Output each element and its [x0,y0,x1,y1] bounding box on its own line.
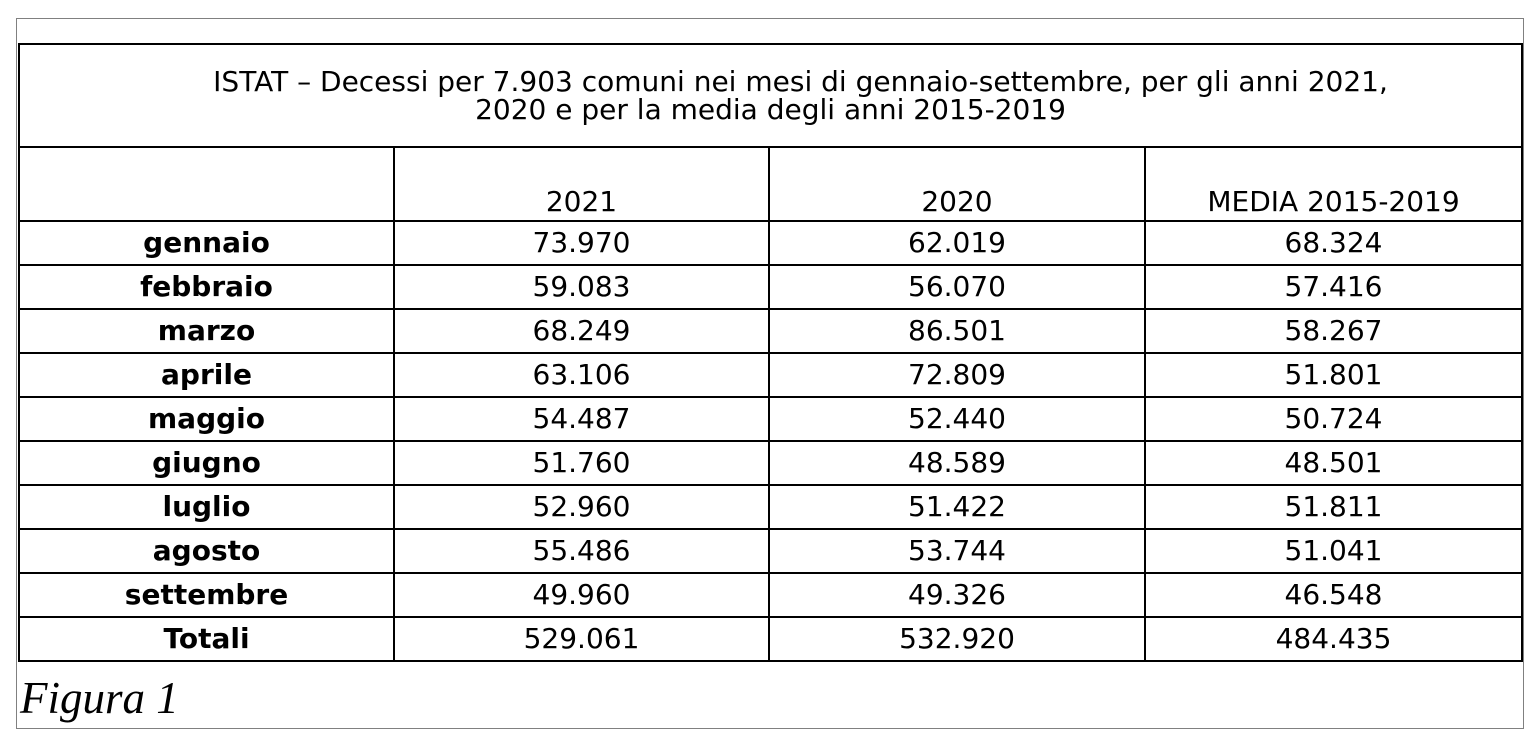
table-row: gennaio 73.970 62.019 68.324 [18,220,1524,266]
row-label: aprile [18,352,395,398]
table-row: giugno 51.760 48.589 48.501 [18,440,1524,486]
value-cell: 51.422 [768,484,1146,530]
row-label: giugno [18,440,395,486]
value-cell: 51.760 [393,440,770,486]
value-cell: 72.809 [768,352,1146,398]
row-label: luglio [18,484,395,530]
value-cell: 68.249 [393,308,770,354]
value-cell: 529.061 [393,616,770,662]
table-title-line-1: ISTAT – Decessi per 7.903 comuni nei mes… [213,64,1388,98]
document-frame [16,18,1524,729]
header-row: 2021 2020 MEDIA 2015-2019 [18,146,1524,222]
value-cell: 46.548 [1143,572,1524,618]
value-cell: 68.324 [1143,220,1524,266]
value-cell: 51.811 [1143,484,1524,530]
value-cell: 58.267 [1143,308,1524,354]
value-cell: 55.486 [393,528,770,574]
header-cell-2021: 2021 [393,146,770,222]
deaths-table: ISTAT – Decessi per 7.903 comuni nei mes… [17,43,1524,662]
table-title-line-2: 2020 e per la media degli anni 2015-2019 [475,92,1066,126]
value-cell: 49.960 [393,572,770,618]
value-cell: 532.920 [768,616,1146,662]
value-cell: 59.083 [393,264,770,310]
value-cell: 48.501 [1143,440,1524,486]
title-row: ISTAT – Decessi per 7.903 comuni nei mes… [17,43,1524,148]
value-cell: 49.326 [768,572,1146,618]
table-row: agosto 55.486 53.744 51.041 [18,528,1524,574]
value-cell: 52.960 [393,484,770,530]
row-label: febbraio [18,264,395,310]
figure-caption: Figura 1 [20,673,179,723]
value-cell: 51.801 [1143,352,1524,398]
value-cell: 54.487 [393,396,770,442]
value-cell: 48.589 [768,440,1146,486]
table-row: maggio 54.487 52.440 50.724 [18,396,1524,442]
value-cell: 53.744 [768,528,1146,574]
value-cell: 484.435 [1143,616,1524,662]
value-cell: 62.019 [768,220,1146,266]
table-row: Totali 529.061 532.920 484.435 [18,616,1524,662]
header-cell-empty [18,146,395,222]
value-cell: 51.041 [1143,528,1524,574]
header-cell-media: MEDIA 2015-2019 [1143,146,1524,222]
table-title: ISTAT – Decessi per 7.903 comuni nei mes… [17,43,1524,148]
row-label: gennaio [18,220,395,266]
row-label: agosto [18,528,395,574]
row-label: maggio [18,396,395,442]
header-cell-2020: 2020 [768,146,1146,222]
value-cell: 63.106 [393,352,770,398]
table-row: febbraio 59.083 56.070 57.416 [18,264,1524,310]
table-row: marzo 68.249 86.501 58.267 [18,308,1524,354]
value-cell: 57.416 [1143,264,1524,310]
value-cell: 86.501 [768,308,1146,354]
row-label: settembre [18,572,395,618]
value-cell: 50.724 [1143,396,1524,442]
row-label: marzo [18,308,395,354]
value-cell: 56.070 [768,264,1146,310]
table-row: luglio 52.960 51.422 51.811 [18,484,1524,530]
table-row: aprile 63.106 72.809 51.801 [18,352,1524,398]
table-row: settembre 49.960 49.326 46.548 [18,572,1524,618]
row-label: Totali [18,616,395,662]
value-cell: 73.970 [393,220,770,266]
value-cell: 52.440 [768,396,1146,442]
